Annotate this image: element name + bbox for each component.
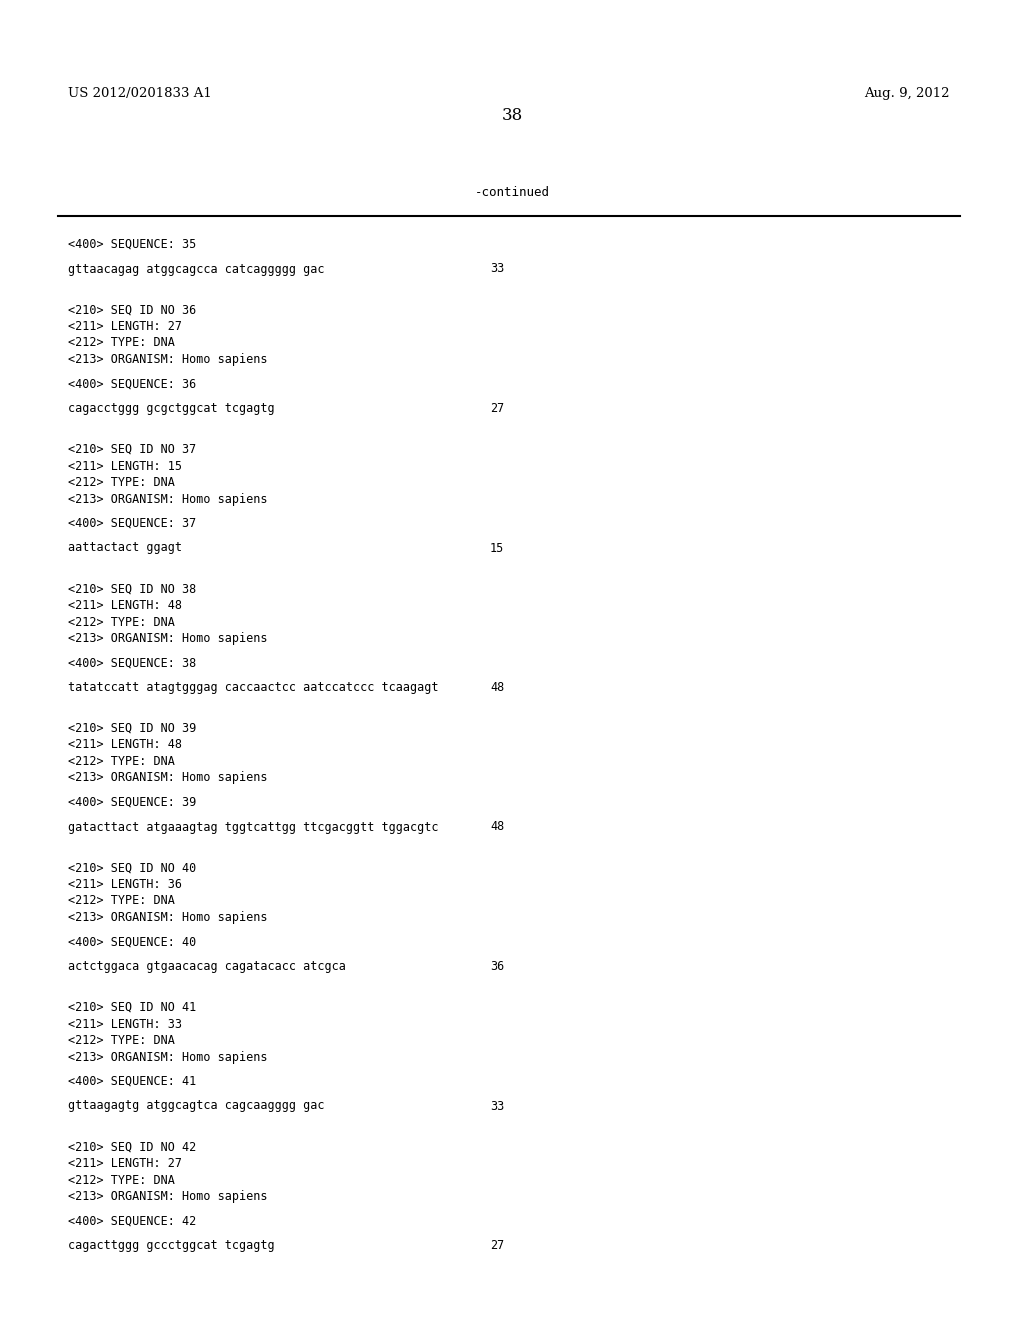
Text: <400> SEQUENCE: 36: <400> SEQUENCE: 36 (68, 378, 197, 391)
Text: <400> SEQUENCE: 41: <400> SEQUENCE: 41 (68, 1074, 197, 1088)
Text: <212> TYPE: DNA: <212> TYPE: DNA (68, 1034, 175, 1047)
Text: <213> ORGANISM: Homo sapiens: <213> ORGANISM: Homo sapiens (68, 1051, 267, 1064)
Text: 27: 27 (490, 1239, 504, 1251)
Text: <211> LENGTH: 48: <211> LENGTH: 48 (68, 599, 182, 612)
Text: <210> SEQ ID NO 37: <210> SEQ ID NO 37 (68, 444, 197, 455)
Text: cagacctggg gcgctggcat tcgagtg: cagacctggg gcgctggcat tcgagtg (68, 403, 274, 414)
Text: <213> ORGANISM: Homo sapiens: <213> ORGANISM: Homo sapiens (68, 911, 267, 924)
Text: <212> TYPE: DNA: <212> TYPE: DNA (68, 1173, 175, 1187)
Text: <212> TYPE: DNA: <212> TYPE: DNA (68, 477, 175, 488)
Text: <400> SEQUENCE: 37: <400> SEQUENCE: 37 (68, 517, 197, 531)
Text: <212> TYPE: DNA: <212> TYPE: DNA (68, 615, 175, 628)
Text: <211> LENGTH: 33: <211> LENGTH: 33 (68, 1018, 182, 1031)
Text: 33: 33 (490, 263, 504, 276)
Text: <210> SEQ ID NO 38: <210> SEQ ID NO 38 (68, 582, 197, 595)
Text: <213> ORGANISM: Homo sapiens: <213> ORGANISM: Homo sapiens (68, 632, 267, 645)
Text: 27: 27 (490, 403, 504, 414)
Text: <210> SEQ ID NO 36: <210> SEQ ID NO 36 (68, 304, 197, 317)
Text: gatacttact atgaaagtag tggtcattgg ttcgacggtt tggacgtc: gatacttact atgaaagtag tggtcattgg ttcgacg… (68, 821, 438, 833)
Text: <210> SEQ ID NO 39: <210> SEQ ID NO 39 (68, 722, 197, 735)
Text: 48: 48 (490, 681, 504, 694)
Text: <211> LENGTH: 15: <211> LENGTH: 15 (68, 459, 182, 473)
Text: <212> TYPE: DNA: <212> TYPE: DNA (68, 895, 175, 908)
Text: cagacttggg gccctggcat tcgagtg: cagacttggg gccctggcat tcgagtg (68, 1239, 274, 1251)
Text: <211> LENGTH: 48: <211> LENGTH: 48 (68, 738, 182, 751)
Text: <212> TYPE: DNA: <212> TYPE: DNA (68, 337, 175, 350)
Text: -continued: -continued (474, 186, 550, 199)
Text: <400> SEQUENCE: 40: <400> SEQUENCE: 40 (68, 936, 197, 949)
Text: <213> ORGANISM: Homo sapiens: <213> ORGANISM: Homo sapiens (68, 492, 267, 506)
Text: US 2012/0201833 A1: US 2012/0201833 A1 (68, 87, 212, 100)
Text: 36: 36 (490, 960, 504, 973)
Text: 48: 48 (490, 821, 504, 833)
Text: <210> SEQ ID NO 41: <210> SEQ ID NO 41 (68, 1001, 197, 1014)
Text: 38: 38 (502, 107, 522, 124)
Text: <211> LENGTH: 27: <211> LENGTH: 27 (68, 1158, 182, 1170)
Text: <213> ORGANISM: Homo sapiens: <213> ORGANISM: Homo sapiens (68, 352, 267, 366)
Text: <211> LENGTH: 36: <211> LENGTH: 36 (68, 878, 182, 891)
Text: <400> SEQUENCE: 38: <400> SEQUENCE: 38 (68, 656, 197, 669)
Text: <400> SEQUENCE: 42: <400> SEQUENCE: 42 (68, 1214, 197, 1228)
Text: <400> SEQUENCE: 35: <400> SEQUENCE: 35 (68, 238, 197, 251)
Text: aattactact ggagt: aattactact ggagt (68, 541, 182, 554)
Text: gttaagagtg atggcagtca cagcaagggg gac: gttaagagtg atggcagtca cagcaagggg gac (68, 1100, 325, 1113)
Text: 15: 15 (490, 541, 504, 554)
Text: Aug. 9, 2012: Aug. 9, 2012 (864, 87, 950, 100)
Text: <400> SEQUENCE: 39: <400> SEQUENCE: 39 (68, 796, 197, 809)
Text: <212> TYPE: DNA: <212> TYPE: DNA (68, 755, 175, 768)
Text: 33: 33 (490, 1100, 504, 1113)
Text: actctggaca gtgaacacag cagatacacc atcgca: actctggaca gtgaacacag cagatacacc atcgca (68, 960, 346, 973)
Text: <210> SEQ ID NO 40: <210> SEQ ID NO 40 (68, 862, 197, 874)
Text: tatatccatt atagtgggag caccaactcc aatccatccc tcaagagt: tatatccatt atagtgggag caccaactcc aatccat… (68, 681, 438, 694)
Text: <211> LENGTH: 27: <211> LENGTH: 27 (68, 319, 182, 333)
Text: <213> ORGANISM: Homo sapiens: <213> ORGANISM: Homo sapiens (68, 1191, 267, 1203)
Text: <210> SEQ ID NO 42: <210> SEQ ID NO 42 (68, 1140, 197, 1154)
Text: <213> ORGANISM: Homo sapiens: <213> ORGANISM: Homo sapiens (68, 771, 267, 784)
Text: gttaacagag atggcagcca catcaggggg gac: gttaacagag atggcagcca catcaggggg gac (68, 263, 325, 276)
